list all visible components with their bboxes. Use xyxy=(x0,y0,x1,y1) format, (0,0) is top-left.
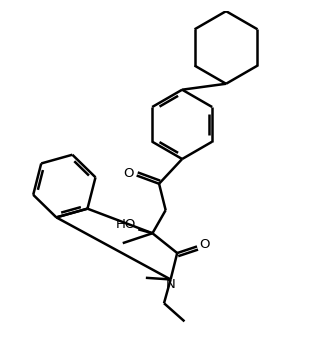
Text: HO: HO xyxy=(116,219,136,232)
Text: O: O xyxy=(199,238,210,251)
Text: O: O xyxy=(123,167,134,180)
Text: N: N xyxy=(166,278,176,291)
